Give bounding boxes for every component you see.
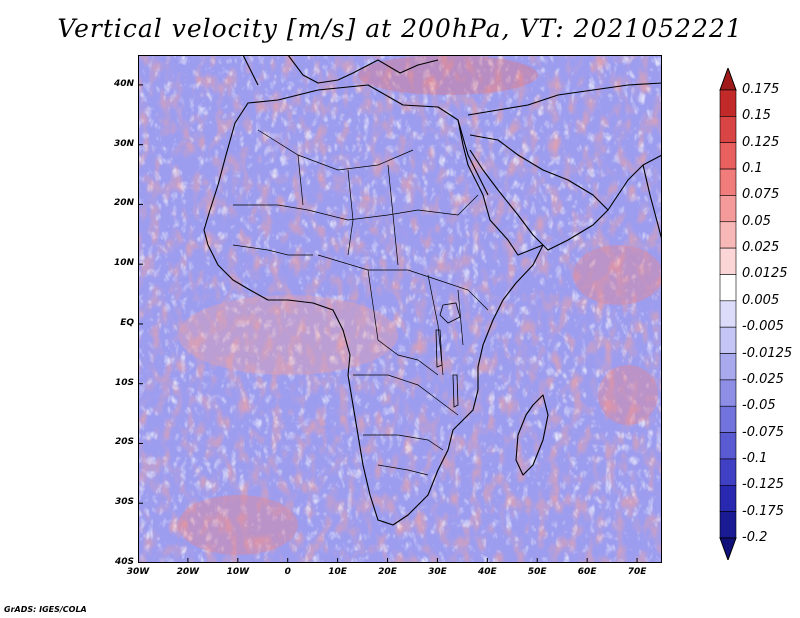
vertical-velocity-map: [138, 55, 662, 563]
chart-title: Vertical velocity [m/s] at 200hPa, VT: 2…: [57, 14, 743, 43]
longitude-label: 10W: [226, 567, 250, 577]
latitude-label: 20N: [113, 198, 134, 209]
lake-tanganyika: [435, 329, 443, 368]
longitude-label: 10E: [328, 567, 347, 577]
colorbar-level-label: -0.005: [742, 319, 784, 335]
colorbar-segment: [719, 116, 737, 144]
map-panel: [138, 55, 662, 563]
colorbar-level-label: -0.05: [742, 398, 776, 414]
colorbar-level-label: -0.2: [742, 530, 768, 545]
longitude-label: 60E: [577, 567, 597, 577]
colorbar-segment: [719, 405, 737, 433]
colorbar-segment: [719, 484, 737, 512]
colorbar-level-label: 0.125: [742, 134, 780, 150]
colorbar-segment: [719, 326, 737, 354]
longitude-label: 40E: [477, 567, 497, 577]
ascent-patch: [178, 295, 398, 375]
colorbar-level-label: 0.0125: [742, 266, 788, 282]
colorbar-level-label: 0.025: [742, 240, 780, 256]
colorbar-level-label: 0.1: [742, 161, 763, 177]
map-frame: [138, 55, 662, 563]
latitude-label: 10N: [113, 258, 134, 269]
colorbar-segment: [719, 300, 737, 328]
colorbar-level-label: -0.0125: [742, 345, 793, 361]
longitude-label: 20W: [176, 567, 200, 577]
latitude-label: 40S: [114, 557, 134, 567]
colorbar-segment: [719, 379, 737, 407]
longitude-label: 50E: [527, 567, 547, 577]
latitude-label: 40N: [113, 78, 134, 89]
ascent-patch: [178, 495, 298, 555]
colorbar-level-label: -0.025: [742, 371, 784, 387]
latitude-label: 20S: [114, 437, 134, 448]
ascent-patch: [358, 55, 538, 95]
longitude-label: 30E: [428, 567, 447, 577]
colorbar-level-label: 0.075: [742, 187, 780, 203]
coastlines: [203, 55, 662, 526]
colorbar-bottom-triangle: [719, 537, 737, 560]
colorbar-level-label: -0.175: [742, 503, 784, 519]
colorbar-level-label: 0.15: [742, 108, 771, 124]
latitude-label: EQ: [120, 317, 134, 328]
colorbar-level-label: -0.1: [742, 450, 768, 466]
longitude-label: 20E: [378, 567, 397, 577]
colorbar: [719, 68, 737, 560]
country-borders: [232, 129, 489, 476]
longitude-label: 0: [284, 567, 291, 577]
colorbar-segment: [719, 274, 737, 302]
colorbar-segment: [719, 195, 737, 223]
latitude-label: 30N: [113, 138, 134, 149]
colorbar-segment: [719, 432, 737, 460]
longitude-label: 30W: [126, 567, 150, 577]
ascent-patch: [598, 365, 658, 425]
colorbar-level-label: -0.125: [742, 477, 784, 493]
latitude-label: 10S: [114, 377, 134, 388]
colorbar-segment: [719, 89, 737, 117]
lake-malawi: [452, 374, 459, 408]
axis-ticks: [138, 84, 638, 563]
ascent-patch: [573, 245, 662, 305]
grads-credit: GrADS: IGES/COLA: [4, 605, 87, 614]
colorbar-segment: [719, 458, 737, 486]
colorbar-segment: [719, 142, 737, 170]
colorbar-top-triangle: [719, 68, 737, 91]
colorbar-level-label: 0.005: [742, 292, 780, 308]
colorbar-segment: [719, 353, 737, 381]
latitude-label: 30S: [114, 497, 134, 508]
longitude-label: 70E: [627, 567, 647, 577]
colorbar-level-label: -0.075: [742, 424, 784, 440]
lake-victoria: [439, 302, 461, 324]
field-contour-texture: [138, 55, 662, 563]
colorbar-segment: [719, 247, 737, 275]
colorbar-level-label: 0.175: [742, 82, 780, 97]
colorbar-level-label: 0.05: [742, 213, 771, 229]
colorbar-segment: [719, 221, 737, 249]
colorbar-segment: [719, 168, 737, 196]
colorbar-segment: [719, 511, 737, 539]
